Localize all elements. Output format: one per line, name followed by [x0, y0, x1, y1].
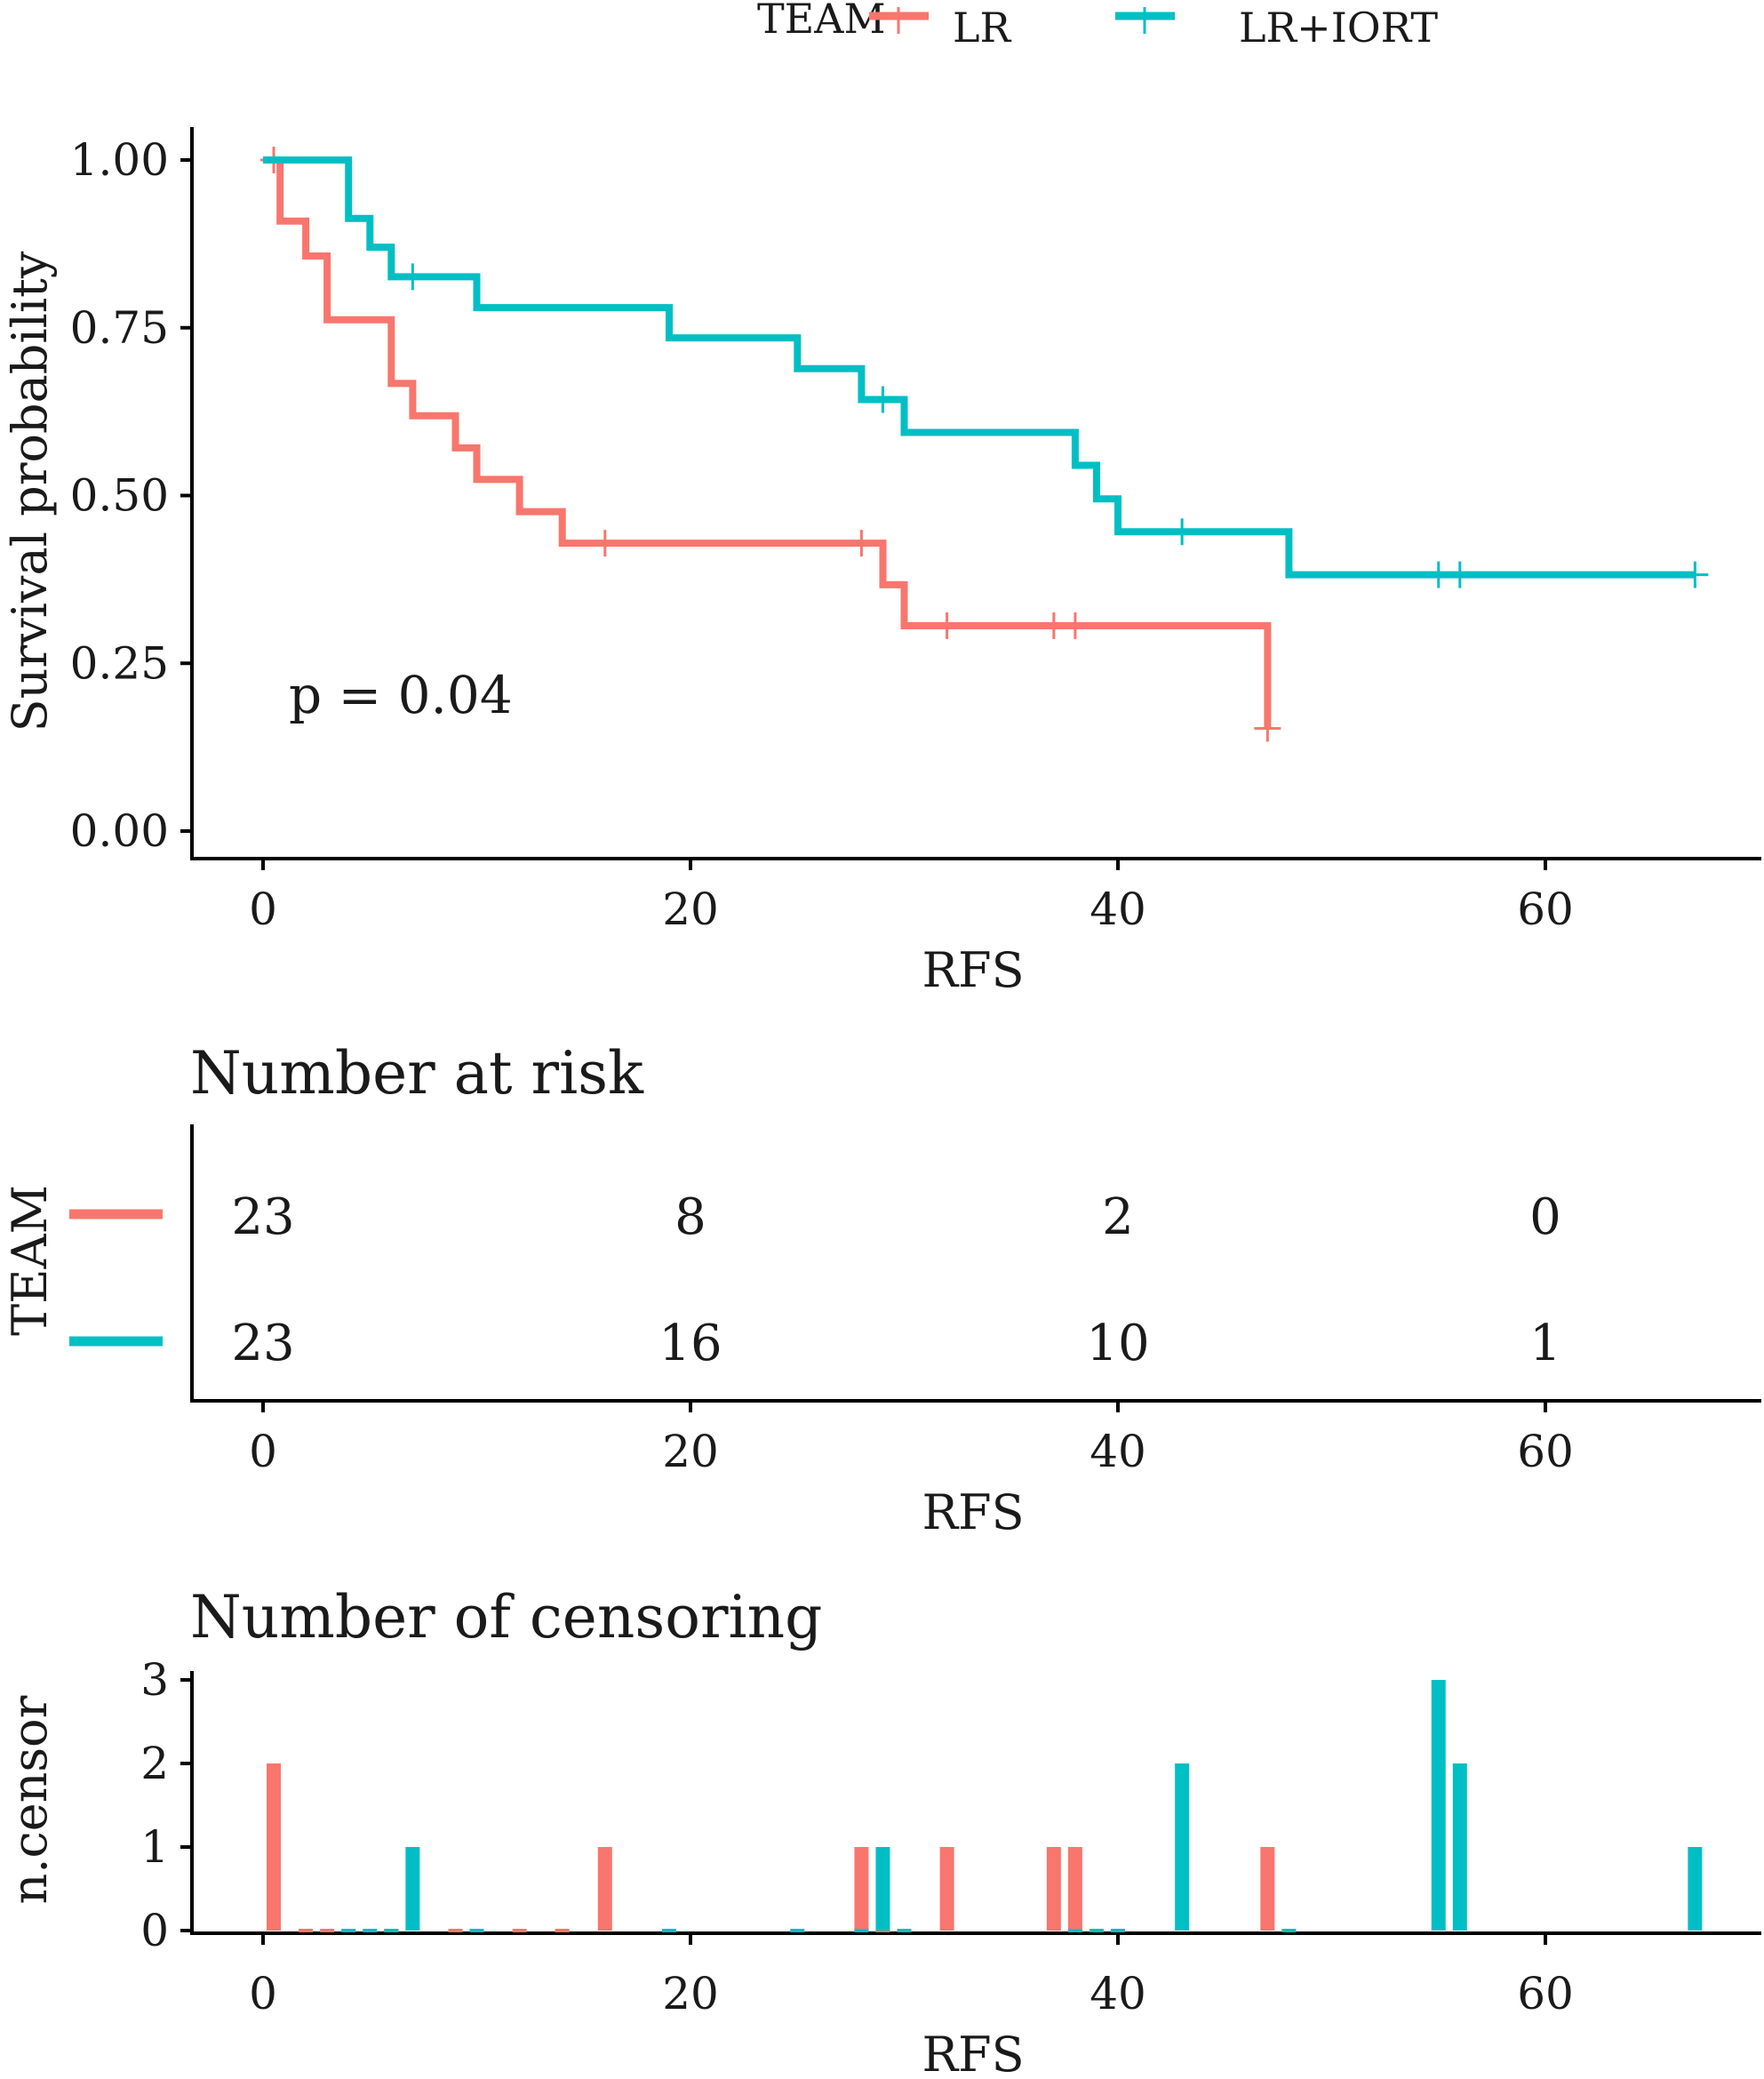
legend: TEAM LR LR+IORT — [757, 0, 1438, 52]
x-tick-label: 40 — [1090, 884, 1146, 935]
risk-cell-lr-iort: 10 — [1086, 1315, 1149, 1372]
censor-mark-lr — [1061, 612, 1089, 639]
censor-bar-zero-lr-iort — [661, 1929, 676, 1932]
censor-bar-lr-iort — [875, 1847, 890, 1931]
censor-bar-lr — [1260, 1847, 1275, 1931]
censor-bar-lr — [1046, 1847, 1061, 1931]
censor-bar-lr — [854, 1847, 869, 1931]
censoring-plot-title: Number of censoring — [190, 1583, 822, 1651]
legend-key-lr-iort — [1115, 7, 1175, 34]
censor-bar-lr-iort — [405, 1847, 420, 1931]
censor-bar-lr — [1067, 1847, 1082, 1931]
censor-bar-zero-lr-iort — [897, 1929, 912, 1932]
censor-y-tick-label: 2 — [140, 1738, 169, 1789]
censor-y-axis-title: n.censor — [2, 1695, 58, 1904]
censor-bar-lr-iort — [1175, 1763, 1190, 1931]
censor-mark-lr-iort — [869, 386, 897, 413]
censor-mark-lr — [1254, 715, 1281, 742]
censor-x-axis-title: RFS — [922, 2027, 1024, 2079]
censor-x-tick-label: 60 — [1517, 1968, 1574, 2019]
legend-label-lr: LR — [953, 4, 1012, 52]
censor-bar-zero-lr-iort — [1111, 1929, 1125, 1932]
censor-x-tick-label: 0 — [249, 1968, 277, 2019]
y-tick-label: 0.75 — [70, 302, 169, 354]
censor-y-tick-label: 0 — [140, 1905, 169, 1956]
censor-bar-zero-lr — [448, 1929, 463, 1932]
legend-label-lr-iort: LR+IORT — [1239, 4, 1438, 52]
risk-table: Number at risk TEAM 23 8 2 023 16 10 1 0 20 40 60… — [2, 1039, 1761, 1540]
risk-cell-lr-iort: 23 — [231, 1315, 294, 1372]
risk-x-tick-label: 0 — [249, 1426, 277, 1477]
censor-bar-lr-iort — [1688, 1847, 1703, 1931]
censor-bar-zero-lr — [512, 1929, 527, 1932]
risk-x-tick-label: 20 — [662, 1426, 719, 1477]
risk-cell-lr-iort: 1 — [1529, 1315, 1561, 1372]
censor-bar-zero-lr-iort — [1089, 1929, 1104, 1932]
censor-bar-zero-lr — [555, 1929, 570, 1932]
survival-curve-lr-iort — [263, 156, 1696, 579]
survival-curve-lr — [263, 156, 1272, 729]
risk-cell-lr: 23 — [231, 1188, 294, 1246]
censor-mark-lr-iort — [1169, 518, 1196, 546]
risk-cell-lr: 2 — [1102, 1188, 1134, 1246]
censor-y-tick-label: 1 — [140, 1821, 169, 1873]
censor-bar-zero-lr-iort — [1281, 1929, 1297, 1932]
censor-bar-zero-lr-iort — [854, 1929, 869, 1932]
y-tick-label: 0.25 — [70, 637, 169, 689]
censor-bar-zero-lr-iort — [363, 1929, 378, 1932]
x-axis-title: RFS — [922, 942, 1024, 998]
risk-x-axis-title: RFS — [922, 1484, 1024, 1540]
censor-mark-lr-iort — [1446, 561, 1473, 588]
x-tick-label: 0 — [249, 884, 277, 935]
risk-x-tick-label: 60 — [1517, 1426, 1574, 1477]
censor-mark-lr — [848, 530, 875, 557]
y-tick-label: 1.00 — [70, 134, 169, 186]
risk-cell-lr: 8 — [674, 1188, 706, 1246]
censoring-plot: Number of censoring 0 1 2 3 0 20 40 60 n.censo… — [2, 1583, 1761, 2079]
censor-bar-zero-lr-iort — [341, 1929, 356, 1932]
censor-bar-lr — [939, 1847, 954, 1931]
censor-bar-zero-lr-iort — [384, 1929, 399, 1932]
censor-x-tick-label: 40 — [1090, 1968, 1146, 2019]
p-value-annotation: p = 0.04 — [289, 665, 513, 725]
x-tick-label: 60 — [1517, 884, 1574, 935]
censor-bar-lr-iort — [1431, 1680, 1446, 1931]
censor-bar-lr-iort — [1452, 1763, 1467, 1931]
censor-bar-lr — [267, 1763, 282, 1931]
legend-title: TEAM — [757, 0, 886, 43]
y-tick-label: 0.00 — [70, 805, 169, 857]
legend-key-lr — [869, 7, 929, 34]
risk-table-title: Number at risk — [190, 1039, 644, 1107]
censor-mark-lr — [933, 612, 961, 639]
censor-bar-lr — [597, 1847, 612, 1931]
censor-x-tick-label: 20 — [662, 1968, 719, 2019]
censor-y-tick-label: 3 — [140, 1654, 169, 1706]
risk-cell-lr-iort: 16 — [659, 1315, 722, 1372]
risk-y-axis-title: TEAM — [2, 1185, 58, 1336]
censor-bar-zero-lr-iort — [469, 1929, 484, 1932]
y-tick-label: 0.50 — [70, 470, 169, 522]
survival-plot: 0.00 0.25 0.50 0.75 1.00 0 20 40 60 Survival pr… — [2, 127, 1761, 998]
risk-x-tick-label: 40 — [1090, 1426, 1146, 1477]
censor-bar-zero-lr — [320, 1929, 335, 1932]
censor-mark-lr — [591, 530, 619, 557]
censor-mark-lr-iort — [399, 263, 427, 291]
x-tick-label: 20 — [662, 884, 719, 935]
censor-bar-zero-lr-iort — [1067, 1929, 1082, 1932]
censor-bar-zero-lr — [299, 1929, 314, 1932]
y-axis-title: Survival probability — [2, 251, 58, 732]
censor-bar-zero-lr-iort — [790, 1929, 805, 1932]
risk-cell-lr: 0 — [1529, 1188, 1561, 1246]
censor-mark-lr-iort — [1681, 561, 1709, 588]
